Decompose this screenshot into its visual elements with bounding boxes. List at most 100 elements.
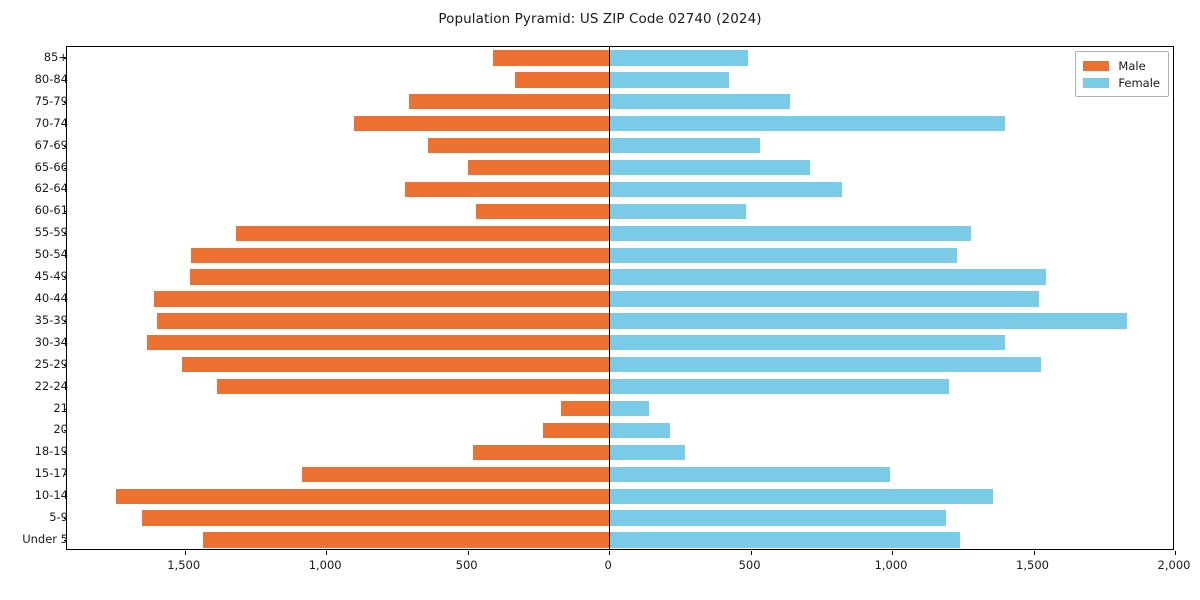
y-axis-tick-label: 55-59 (34, 225, 68, 240)
y-axis-tick (63, 452, 67, 454)
bar-male (157, 313, 610, 329)
y-axis-tick (63, 364, 67, 366)
x-axis-tick (892, 551, 894, 555)
legend-label-female: Female (1118, 75, 1160, 90)
y-axis-tick-label: 75-79 (34, 93, 68, 108)
legend-swatch-female (1083, 77, 1110, 88)
bar-group (67, 313, 1173, 329)
y-axis-tick (63, 342, 67, 344)
bar-group (67, 225, 1173, 241)
bar-male (468, 159, 610, 176)
bar-female (609, 510, 947, 526)
x-axis-tick-label: 500 (455, 558, 478, 572)
bar-group (67, 422, 1173, 439)
y-axis-tick-label: 22-24 (34, 378, 68, 393)
bar-group (67, 532, 1173, 548)
bar-male (217, 378, 610, 395)
y-axis-tick (63, 299, 67, 300)
bar-female (609, 532, 960, 548)
bar-male (428, 137, 610, 154)
y-axis-tick-label: 30-34 (34, 334, 68, 349)
bar-group (67, 94, 1173, 110)
y-axis-tick-label: 20 (53, 422, 68, 437)
y-axis-tick-label: 50-54 (34, 247, 68, 262)
y-axis-tick (63, 255, 67, 257)
bar-group (67, 357, 1173, 373)
bar-female (609, 247, 958, 263)
x-axis-tick (609, 551, 611, 555)
y-axis-tick-label: 60-61 (34, 203, 68, 218)
x-axis-tick (326, 551, 328, 555)
plot-area: Male Female (63, 46, 1176, 555)
x-axis-tick-label: 1,500 (167, 558, 201, 572)
bar-male (203, 532, 610, 548)
chart-legend: Male Female (1075, 51, 1169, 97)
bar-group (67, 203, 1173, 219)
bars-layer (67, 47, 1173, 549)
bar-female (609, 181, 842, 198)
bar-male (493, 50, 610, 66)
x-axis-tick (184, 551, 186, 555)
x-axis-tick (1033, 551, 1035, 555)
y-axis-tick-label: 65-66 (34, 159, 68, 174)
bar-group (67, 50, 1173, 66)
bar-female (609, 335, 1006, 351)
y-axis-tick-label: Under 5 (22, 532, 68, 547)
legend-item-male: Male (1083, 57, 1160, 74)
y-axis-tick (63, 211, 67, 213)
bar-female (609, 422, 671, 439)
y-axis-tick (63, 233, 67, 235)
bar-group (67, 291, 1173, 307)
bar-male (182, 357, 610, 373)
y-axis-tick-label: 85+ (43, 49, 68, 64)
bar-male (190, 269, 610, 285)
zero-reference-line (609, 47, 611, 549)
bar-group (67, 159, 1173, 176)
bar-male (543, 422, 610, 439)
y-axis-tick-label: 25-29 (34, 356, 68, 371)
x-axis-tick (1175, 551, 1176, 555)
y-axis-tick (63, 79, 67, 81)
y-axis-tick (63, 430, 67, 432)
bar-group (67, 466, 1173, 482)
legend-item-female: Female (1083, 74, 1160, 91)
x-axis-tick-label: 2,000 (1157, 558, 1191, 572)
y-axis-tick (63, 496, 67, 498)
bar-female (609, 378, 949, 395)
bar-female (609, 291, 1040, 307)
bar-male (473, 444, 610, 461)
bar-female (609, 313, 1127, 329)
bar-group (67, 116, 1173, 132)
bar-group (67, 269, 1173, 285)
bar-female (609, 225, 972, 241)
y-axis-tick-label: 35-39 (34, 312, 68, 327)
x-axis-tick (750, 551, 752, 555)
bar-male (405, 181, 610, 198)
y-axis-tick-label: 18-19 (34, 444, 68, 459)
y-axis-tick-label: 10-14 (34, 488, 68, 503)
x-axis-tick-label: 0 (604, 558, 612, 572)
bar-male (142, 510, 610, 526)
y-axis-tick-label: 67-69 (34, 137, 68, 152)
bar-group (67, 335, 1173, 351)
bar-female (609, 444, 685, 461)
y-axis-tick (63, 277, 67, 279)
bar-male (409, 94, 610, 110)
bar-female (609, 400, 650, 417)
bar-group (67, 510, 1173, 526)
bar-group (67, 247, 1173, 263)
bar-female (609, 159, 810, 176)
y-axis-tick (63, 101, 67, 103)
legend-swatch-male (1083, 60, 1110, 71)
y-axis-tick (63, 518, 67, 520)
chart-title: Population Pyramid: US ZIP Code 02740 (2… (438, 11, 762, 27)
y-axis-tick (63, 540, 67, 542)
bar-male (236, 225, 610, 241)
bar-group (67, 137, 1173, 154)
bar-male (191, 247, 610, 263)
bar-male (154, 291, 610, 307)
bar-female (609, 94, 791, 110)
x-axis-tick-label: 1,500 (1016, 558, 1049, 572)
bar-group (67, 444, 1173, 461)
